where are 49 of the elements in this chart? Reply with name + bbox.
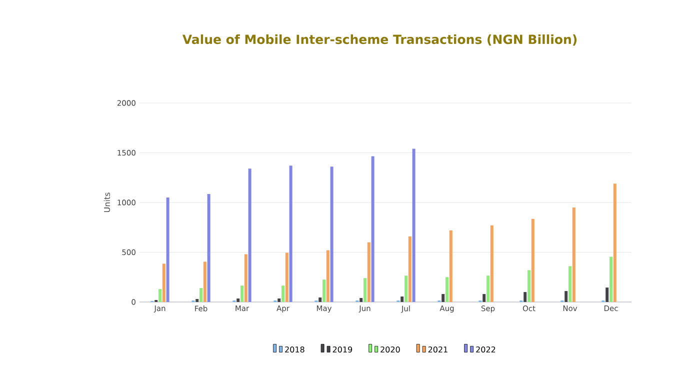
bar bbox=[207, 194, 210, 302]
bar bbox=[364, 278, 366, 302]
bar bbox=[606, 288, 609, 302]
bar bbox=[162, 264, 166, 302]
legend-label: 2019 bbox=[332, 346, 352, 353]
bar bbox=[367, 242, 370, 302]
bar bbox=[278, 298, 281, 302]
bar bbox=[449, 230, 452, 302]
bar bbox=[371, 156, 374, 302]
bar bbox=[564, 291, 568, 302]
bar bbox=[446, 277, 448, 302]
bar bbox=[400, 296, 404, 302]
bar bbox=[196, 299, 199, 302]
bar bbox=[568, 266, 572, 302]
bar bbox=[572, 207, 576, 302]
bar bbox=[613, 184, 616, 302]
bar bbox=[330, 166, 334, 302]
legend-label: 2020 bbox=[380, 346, 400, 353]
bar bbox=[236, 298, 240, 302]
bar bbox=[203, 262, 206, 302]
bar bbox=[412, 148, 416, 302]
legend-label: 2021 bbox=[428, 346, 448, 353]
legend-label: 2022 bbox=[476, 346, 496, 353]
bar bbox=[240, 286, 244, 302]
bar bbox=[285, 252, 288, 302]
y-axis-title: Units bbox=[104, 192, 110, 212]
bar bbox=[442, 294, 445, 302]
bar bbox=[408, 236, 412, 302]
bar bbox=[158, 289, 162, 302]
bar bbox=[244, 254, 248, 302]
bar bbox=[524, 292, 527, 302]
legend-label: 2018 bbox=[285, 346, 304, 353]
bar bbox=[318, 298, 322, 302]
bar bbox=[531, 218, 534, 302]
bar bbox=[248, 168, 252, 302]
bar bbox=[482, 294, 486, 302]
chart-title: Value of Mobile Inter-scheme Transactions (NGN Billion) bbox=[182, 34, 577, 46]
bar bbox=[326, 250, 330, 302]
bar bbox=[282, 286, 285, 302]
bar bbox=[404, 276, 408, 302]
bar bbox=[289, 166, 292, 302]
bar bbox=[609, 256, 612, 302]
bar bbox=[322, 280, 326, 302]
bar bbox=[200, 288, 203, 302]
bar bbox=[486, 276, 490, 302]
bar bbox=[166, 198, 170, 302]
bar bbox=[490, 225, 494, 302]
bar bbox=[528, 270, 530, 302]
bar bbox=[360, 298, 363, 302]
